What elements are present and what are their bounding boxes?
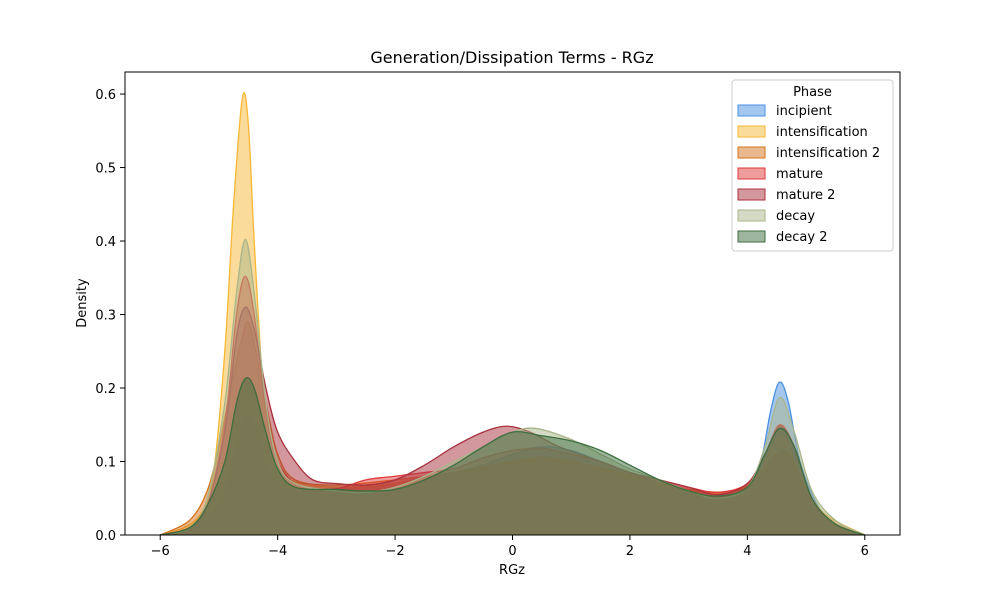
series-area-6 [160,377,865,535]
legend-swatch [737,209,766,222]
x-tick-label: 2 [626,544,634,559]
axes: −6 −4 −2 0 2 4 6 0.0 0.1 0.2 0.3 0.4 0.5 0.6 [95,71,901,559]
legend-swatch [737,230,766,243]
legend-label: decay [776,209,815,224]
legend-label: intensification [776,125,868,140]
y-tick-label: 0.6 [95,88,116,103]
x-tick-label: 4 [743,544,751,559]
series-line-6 [160,377,865,536]
legend-box [731,79,894,252]
legend-label: decay 2 [776,230,827,245]
y-tick-label: 0.0 [95,529,116,544]
x-axis-label: RGz [499,563,525,578]
legend-swatch [737,125,766,138]
series-line-5 [160,238,866,536]
legend-label: mature [776,167,823,182]
legend-label: incipient [776,104,832,119]
chart-title: Generation/Dissipation Terms - RGz [370,48,653,67]
legend-swatch [737,167,766,180]
y-tick-label: 0.1 [95,456,116,471]
legend-label: intensification 2 [776,146,880,161]
y-tick-label: 0.4 [95,235,116,250]
legend-swatch [737,146,766,159]
legend-label: mature 2 [776,188,835,203]
legend-title: Phase [793,85,832,100]
legend-swatch [737,104,766,117]
x-tick-label: −4 [268,544,287,559]
y-tick-label: 0.3 [95,309,116,324]
x-tick-label: 6 [861,544,869,559]
y-axis-label: Density [75,278,90,328]
y-tick-label: 0.5 [95,162,116,177]
series-areas [159,92,866,536]
legend: Phase incipient intensification intensifica… [731,79,894,252]
legend-swatch [737,188,766,201]
y-tick-label: 0.2 [95,382,116,397]
x-tick-label: −6 [151,544,170,559]
x-tick-label: −2 [385,544,404,559]
x-tick-label: 0 [508,544,516,559]
